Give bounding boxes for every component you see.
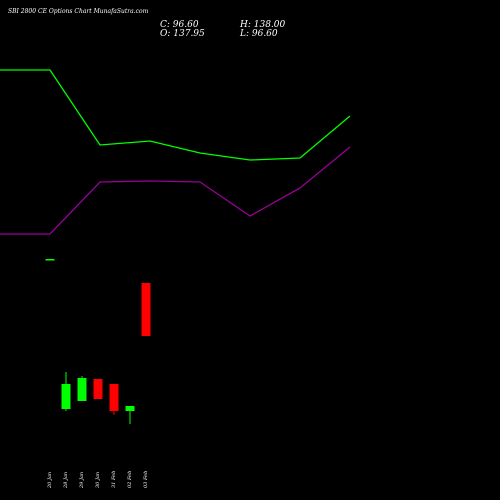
close-value: C: 96.60 [160,20,199,30]
x-tick-label: 29 Jan [79,472,85,489]
ma-line-2 [0,146,351,235]
candle-body-3 [77,378,87,401]
candle-body-2 [61,384,71,409]
x-tick-label: 03 Feb [143,471,149,488]
x-tick-label: 02 Feb [127,471,133,488]
ma-line-1 [0,69,351,161]
candle-body-6 [125,406,135,411]
chart-title: SBI 2800 CE Options Chart MunafaSutra.co… [8,8,149,15]
candle-body-7 [141,283,151,336]
high-value: H: 138.00 [240,20,286,30]
low-value: L: 96.60 [240,29,278,39]
x-tick-label: 30 Jan [95,472,101,488]
candle-body-4 [93,379,103,399]
x-tick-label: 31 Feb [111,471,117,488]
x-tick-label: 28 Jan [63,472,69,489]
candle-body-5 [109,384,119,411]
candle-body-1 [45,259,55,261]
x-tick-label: 20 Jan [47,472,53,489]
open-value: O: 137.95 [160,29,205,39]
